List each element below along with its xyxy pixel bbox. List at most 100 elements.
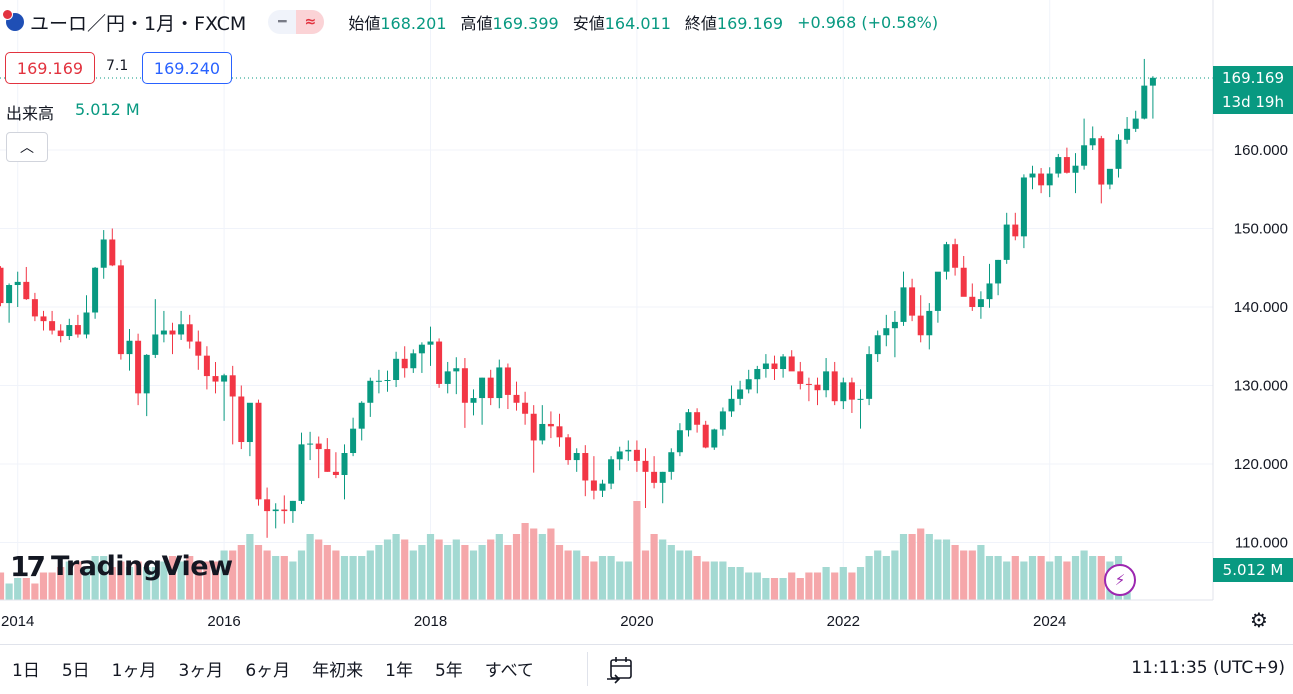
- range-1d[interactable]: 1日: [12, 661, 40, 681]
- candle: [100, 230, 107, 279]
- candle-body: [986, 283, 993, 300]
- volume-bar: [693, 556, 701, 600]
- gear-icon[interactable]: ⚙: [1250, 608, 1268, 632]
- candle-body: [66, 325, 73, 337]
- ohlc-low: 安値164.011: [572, 14, 671, 33]
- candle-body: [418, 344, 425, 354]
- candle: [633, 440, 640, 472]
- candle-body: [1098, 138, 1105, 185]
- volume-bar: [736, 567, 744, 600]
- candle: [427, 326, 434, 366]
- volume-bar: [934, 539, 942, 600]
- candle: [1072, 153, 1079, 194]
- candle-body: [969, 296, 976, 307]
- chevron-up-icon: ︿: [20, 140, 34, 156]
- buy-button[interactable]: 169.240: [142, 52, 232, 84]
- grid: [0, 0, 1213, 600]
- candle: [986, 263, 993, 308]
- range-5y[interactable]: 5年: [434, 661, 463, 681]
- candle-body: [676, 430, 683, 453]
- candle-body: [1089, 138, 1096, 146]
- candle-body: [917, 315, 924, 336]
- price-tick: 150.000: [1234, 221, 1288, 238]
- volume-bar: [917, 528, 925, 600]
- volume-bar: [168, 556, 177, 600]
- volume-bar: [573, 550, 581, 600]
- candle: [0, 266, 4, 307]
- volume-bar: [452, 539, 460, 600]
- candle: [1020, 174, 1027, 249]
- volume-bar: [392, 534, 400, 600]
- candle: [934, 271, 941, 323]
- candle-body: [599, 483, 606, 491]
- volume-label[interactable]: 出来高: [6, 104, 55, 123]
- time-axis: 2014 2016 2018 2020 2022 2024: [1, 613, 1066, 630]
- volume-bar: [530, 528, 538, 600]
- candle-body: [995, 259, 1002, 284]
- range-ytd[interactable]: 年初来: [312, 661, 364, 681]
- candle: [513, 381, 520, 411]
- range-1y[interactable]: 1年: [385, 661, 413, 681]
- candle: [152, 299, 159, 359]
- range-1m[interactable]: 1ヶ月: [111, 661, 157, 681]
- candle: [49, 310, 56, 335]
- candle-body: [229, 375, 236, 397]
- candle: [195, 330, 202, 370]
- sell-button[interactable]: 169.169: [5, 52, 95, 84]
- candle-body: [857, 398, 864, 400]
- candle-body: [814, 384, 821, 391]
- volume-bar: [229, 550, 237, 600]
- time-tick: 2016: [207, 613, 240, 630]
- last-price-tag: 169.169: [1213, 66, 1293, 90]
- candle: [651, 456, 658, 489]
- clock-timezone[interactable]: 11:11:35 (UTC+9): [1131, 658, 1285, 678]
- calendar-goto-icon[interactable]: [605, 655, 637, 685]
- volume-bar: [538, 534, 546, 600]
- indicator-toggle[interactable]: ━ ≈: [268, 10, 325, 34]
- volume-bar: [426, 534, 435, 600]
- volume-bar: [745, 572, 753, 600]
- wave-icon[interactable]: ≈: [296, 10, 325, 34]
- volume-bar: [650, 534, 658, 600]
- volume-bar: [31, 583, 39, 600]
- candle-body: [909, 287, 916, 316]
- volume-bar: [753, 572, 761, 600]
- candle-body: [866, 354, 873, 399]
- tradingview-logo[interactable]: 17 TradingView: [10, 550, 233, 583]
- volume-bar: [315, 539, 323, 600]
- price-chart[interactable]: 160.000 150.000 140.000 130.000 120.000 110.0…: [0, 0, 1293, 644]
- candle: [358, 401, 365, 441]
- candle: [350, 417, 357, 457]
- candle-body: [530, 413, 537, 441]
- collapse-legend-button[interactable]: ︿: [6, 132, 48, 162]
- candle: [599, 479, 606, 497]
- price-change: +0.968 (+0.58%): [797, 12, 939, 32]
- candle-body: [934, 271, 941, 311]
- lightning-icon[interactable]: ⚡: [1104, 564, 1136, 596]
- volume-bar: [779, 578, 787, 600]
- volume-bar: [822, 567, 830, 600]
- time-tick: 2022: [827, 613, 860, 630]
- volume-bar: [796, 578, 804, 600]
- candle-body: [642, 460, 649, 472]
- price-tick: 140.000: [1234, 299, 1288, 316]
- candle: [780, 354, 787, 378]
- volume-bar: [177, 561, 185, 600]
- volume-bar: [727, 567, 736, 600]
- range-all[interactable]: すべて: [484, 661, 534, 681]
- candle: [31, 292, 38, 322]
- range-3m[interactable]: 3ヶ月: [178, 661, 224, 681]
- candle-body: [943, 244, 950, 272]
- minus-icon[interactable]: ━: [278, 14, 287, 30]
- volume-bars: [0, 501, 1131, 600]
- candle: [117, 259, 124, 360]
- ohlc-close: 終値169.169: [684, 14, 784, 33]
- range-6m[interactable]: 6ヶ月: [245, 661, 291, 681]
- symbol-logo-icon[interactable]: [2, 9, 24, 31]
- symbol-title[interactable]: ユーロ／円・1月・FXCM: [30, 12, 247, 35]
- candle-body: [6, 285, 13, 304]
- candle-body: [212, 376, 219, 382]
- volume-bar: [469, 550, 478, 600]
- range-5d[interactable]: 5日: [61, 661, 90, 681]
- volume-bar: [57, 567, 65, 600]
